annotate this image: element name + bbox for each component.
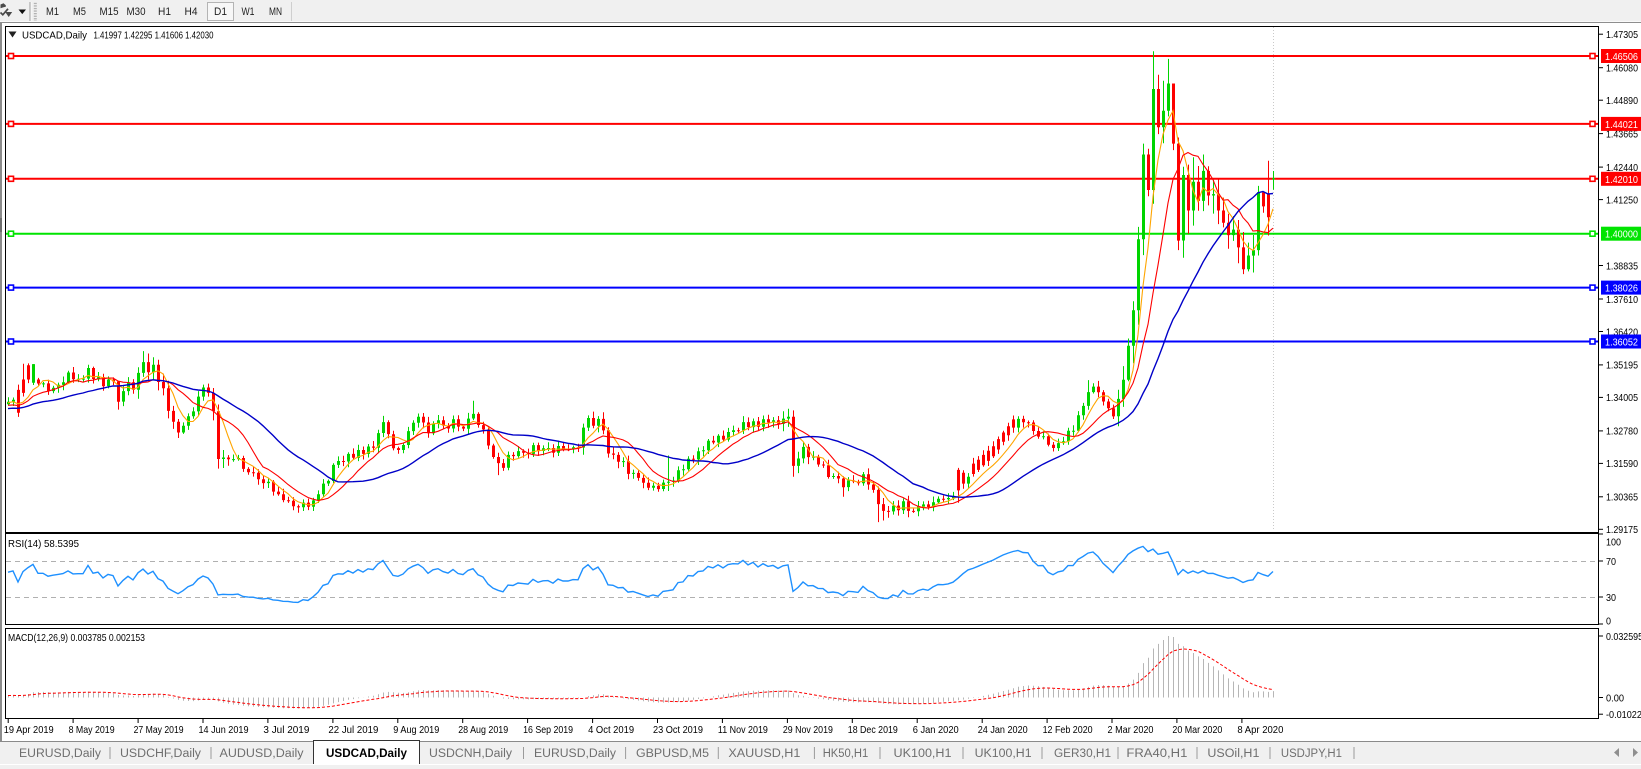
svg-text:100: 100 bbox=[1606, 536, 1621, 548]
svg-text:UK100,H1: UK100,H1 bbox=[894, 748, 952, 760]
svg-text:24 Jan 2020: 24 Jan 2020 bbox=[978, 724, 1028, 736]
svg-text:0.00: 0.00 bbox=[1606, 692, 1624, 704]
svg-text:1.30365: 1.30365 bbox=[1606, 492, 1638, 504]
svg-text:1.46080: 1.46080 bbox=[1606, 63, 1638, 75]
svg-text:9 Aug 2019: 9 Aug 2019 bbox=[393, 724, 439, 736]
svg-text:18 Dec 2019: 18 Dec 2019 bbox=[848, 724, 898, 736]
svg-text:HK50,H1: HK50,H1 bbox=[823, 748, 869, 760]
svg-text:GBPUSD,M5: GBPUSD,M5 bbox=[636, 748, 709, 760]
svg-text:USDCHF,Daily: USDCHF,Daily bbox=[120, 748, 201, 760]
svg-text:EURUSD,Daily: EURUSD,Daily bbox=[534, 748, 616, 760]
svg-text:-0.010227: -0.010227 bbox=[1606, 709, 1641, 721]
svg-text:14 Jun 2019: 14 Jun 2019 bbox=[199, 724, 249, 736]
svg-text:4 Oct 2019: 4 Oct 2019 bbox=[588, 724, 634, 736]
svg-text:19 Apr 2019: 19 Apr 2019 bbox=[4, 724, 54, 736]
svg-text:W1: W1 bbox=[242, 6, 255, 18]
svg-text:M30: M30 bbox=[127, 6, 146, 18]
svg-text:1.43665: 1.43665 bbox=[1606, 128, 1638, 140]
svg-text:1.34005: 1.34005 bbox=[1606, 392, 1638, 404]
svg-text:30: 30 bbox=[1606, 592, 1616, 604]
svg-text:16 Sep 2019: 16 Sep 2019 bbox=[523, 724, 573, 736]
svg-text:28 Aug 2019: 28 Aug 2019 bbox=[458, 724, 508, 736]
svg-text:1.44890: 1.44890 bbox=[1606, 95, 1638, 107]
svg-text:27 May 2019: 27 May 2019 bbox=[134, 724, 184, 736]
svg-text:H4: H4 bbox=[185, 6, 198, 18]
svg-text:1.38026: 1.38026 bbox=[1605, 283, 1638, 295]
svg-text:H1: H1 bbox=[158, 6, 171, 18]
svg-text:20 Mar 2020: 20 Mar 2020 bbox=[1172, 724, 1222, 736]
svg-text:1.47305: 1.47305 bbox=[1606, 29, 1638, 41]
svg-text:6 Jan 2020: 6 Jan 2020 bbox=[913, 724, 959, 736]
svg-text:0: 0 bbox=[1606, 615, 1611, 627]
svg-text:USOil,H1: USOil,H1 bbox=[1207, 748, 1259, 760]
svg-text:1.35195: 1.35195 bbox=[1606, 360, 1638, 372]
svg-text:29 Nov 2019: 29 Nov 2019 bbox=[783, 724, 833, 736]
svg-text:USDCNH,Daily: USDCNH,Daily bbox=[429, 748, 512, 760]
svg-text:12 Feb 2020: 12 Feb 2020 bbox=[1043, 724, 1093, 736]
svg-text:1.38835: 1.38835 bbox=[1606, 260, 1638, 272]
svg-text:70: 70 bbox=[1606, 556, 1616, 568]
svg-text:M15: M15 bbox=[100, 6, 119, 18]
svg-text:M1: M1 bbox=[46, 6, 59, 18]
svg-text:8 Apr 2020: 8 Apr 2020 bbox=[1237, 724, 1283, 736]
svg-text:GER30,H1: GER30,H1 bbox=[1054, 748, 1111, 760]
svg-text:1.36052: 1.36052 bbox=[1605, 337, 1638, 349]
svg-text:UK100,H1: UK100,H1 bbox=[975, 748, 1032, 760]
svg-text:M5: M5 bbox=[73, 6, 86, 18]
svg-text:MACD(12,26,9) 0.003785 0.00215: MACD(12,26,9) 0.003785 0.002153 bbox=[8, 632, 145, 644]
svg-text:2 Mar 2020: 2 Mar 2020 bbox=[1108, 724, 1154, 736]
svg-text:1.37610: 1.37610 bbox=[1606, 294, 1638, 306]
svg-text:EURUSD,Daily: EURUSD,Daily bbox=[19, 748, 101, 760]
svg-text:XAUUSD,H1: XAUUSD,H1 bbox=[728, 748, 800, 760]
svg-text:1.40000: 1.40000 bbox=[1605, 229, 1638, 241]
svg-text:22 Jul 2019: 22 Jul 2019 bbox=[328, 724, 378, 736]
svg-text:USDCAD,Daily: USDCAD,Daily bbox=[22, 30, 88, 42]
svg-text:AUDUSD,Daily: AUDUSD,Daily bbox=[220, 748, 304, 760]
svg-text:FRA40,H1: FRA40,H1 bbox=[1126, 748, 1187, 760]
svg-text:1.31590: 1.31590 bbox=[1606, 458, 1638, 470]
svg-text:1.42440: 1.42440 bbox=[1606, 162, 1638, 174]
svg-text:MN: MN bbox=[269, 6, 282, 18]
svg-text:1.41997 1.42295 1.41606 1.4203: 1.41997 1.42295 1.41606 1.42030 bbox=[94, 30, 214, 42]
svg-text:8 May 2019: 8 May 2019 bbox=[69, 724, 115, 736]
svg-text:1.41250: 1.41250 bbox=[1606, 194, 1638, 206]
svg-text:3 Jul 2019: 3 Jul 2019 bbox=[263, 724, 309, 736]
svg-text:RSI(14) 58.5395: RSI(14) 58.5395 bbox=[8, 538, 79, 550]
svg-text:1.29175: 1.29175 bbox=[1606, 524, 1638, 536]
svg-text:1.32780: 1.32780 bbox=[1606, 426, 1638, 438]
svg-text:1.42010: 1.42010 bbox=[1605, 174, 1638, 186]
svg-text:0.032595: 0.032595 bbox=[1606, 631, 1641, 643]
svg-text:1.44021: 1.44021 bbox=[1605, 119, 1638, 131]
svg-text:USDCAD,Daily: USDCAD,Daily bbox=[326, 748, 408, 760]
svg-text:11 Nov 2019: 11 Nov 2019 bbox=[718, 724, 768, 736]
svg-text:USDJPY,H1: USDJPY,H1 bbox=[1281, 748, 1342, 760]
svg-text:23 Oct 2019: 23 Oct 2019 bbox=[653, 724, 703, 736]
svg-text:D1: D1 bbox=[214, 6, 227, 18]
svg-text:1.46506: 1.46506 bbox=[1605, 51, 1638, 63]
